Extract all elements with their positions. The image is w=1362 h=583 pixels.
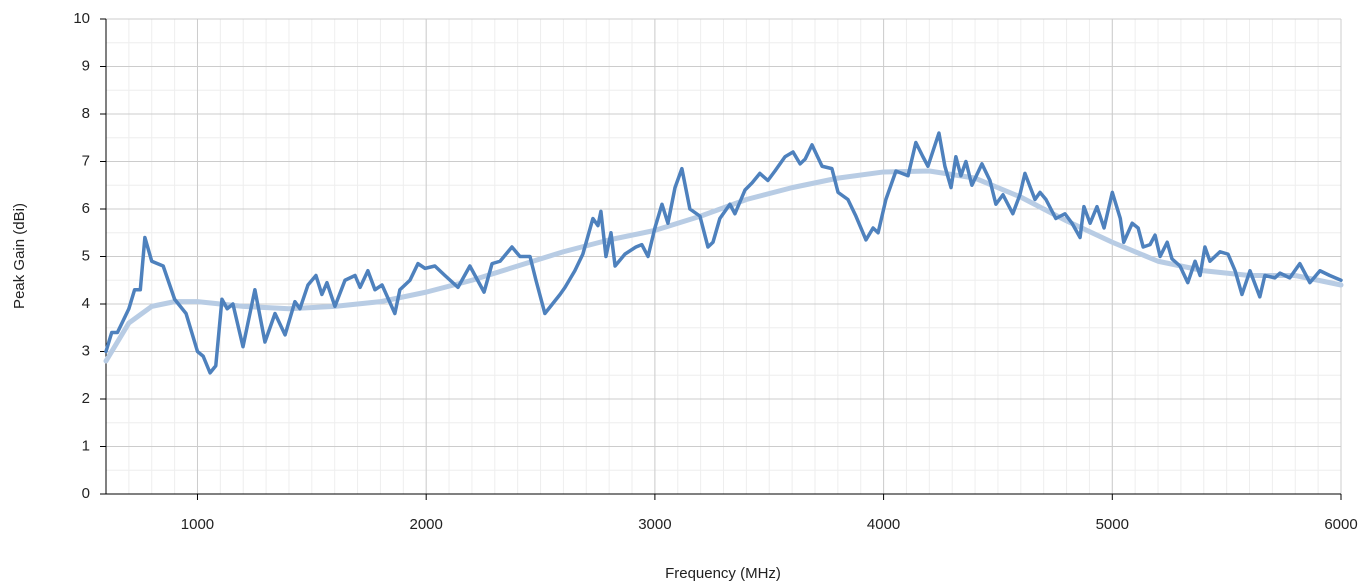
x-tick-label: 6000 [1324, 516, 1357, 533]
y-tick-label: 7 [82, 152, 90, 169]
y-tick-label: 1 [82, 437, 90, 454]
x-axis-title: Frequency (MHz) [665, 565, 781, 582]
y-tick-label: 6 [82, 200, 90, 217]
x-tick-label: 2000 [409, 516, 442, 533]
y-tick-label: 2 [82, 390, 90, 407]
x-tick-label: 3000 [638, 516, 671, 533]
fit-line [103, 168, 1344, 364]
x-tick-label: 1000 [181, 516, 214, 533]
y-tick-label: 9 [82, 57, 90, 74]
y-tick-label: 4 [82, 295, 90, 312]
y-tick-label: 3 [82, 342, 90, 359]
y-tick-label: 5 [82, 247, 90, 264]
x-tick-label: 4000 [867, 516, 900, 533]
y-tick-label: 10 [73, 10, 90, 27]
y-axis-title: Peak Gain (dBi) [11, 203, 28, 309]
y-tick-label: 8 [82, 105, 90, 122]
x-tick-label: 5000 [1096, 516, 1129, 533]
y-tick-label: 0 [82, 485, 90, 502]
gain-line [104, 131, 1343, 375]
